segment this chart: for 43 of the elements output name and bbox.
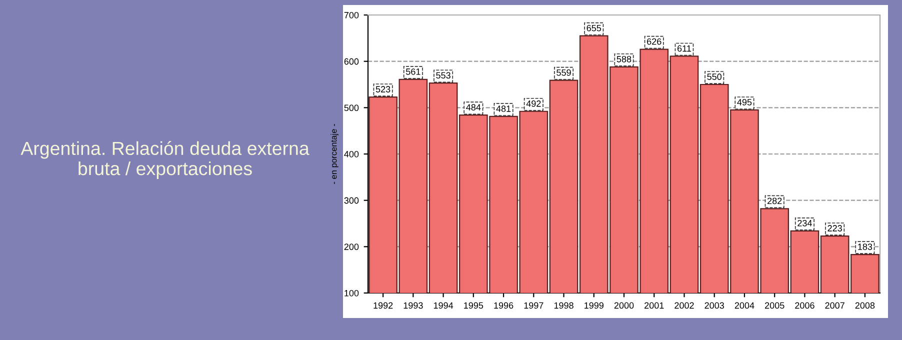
y-tick-label: 600 — [344, 58, 359, 65]
y-tick-label: 500 — [344, 104, 359, 112]
data-label: 561 — [406, 68, 420, 75]
data-label: 492 — [526, 100, 541, 107]
data-label: 234 — [798, 220, 812, 226]
y-tick-label: 700 — [344, 12, 359, 18]
y-tick-label: 400 — [344, 150, 359, 158]
x-tick-label: 1993 — [404, 302, 423, 309]
y-tick-label: 200 — [344, 244, 359, 250]
data-label: 550 — [707, 74, 722, 80]
x-tick-label: 1992 — [374, 302, 393, 309]
x-tick-label: 2002 — [674, 302, 694, 309]
x-tick-label: 2007 — [825, 302, 844, 309]
data-label: 481 — [496, 106, 511, 112]
data-label: 523 — [376, 86, 390, 92]
x-tick-label: 2006 — [795, 302, 814, 309]
x-tick-label: 2000 — [614, 302, 634, 309]
data-label: 553 — [436, 72, 450, 79]
y-tick-label: 100 — [344, 290, 359, 296]
data-label: 495 — [737, 99, 752, 106]
x-tick-label: 1999 — [584, 302, 604, 309]
data-label: 626 — [647, 38, 662, 45]
data-label: 588 — [616, 56, 632, 62]
data-label: 223 — [828, 225, 842, 232]
x-tick-label: 2001 — [644, 302, 664, 309]
x-tick-label: 2004 — [734, 302, 754, 309]
data-label: 282 — [768, 198, 782, 204]
x-tick-label: 1995 — [464, 302, 484, 309]
x-tick-label: 1994 — [434, 302, 454, 309]
x-tick-label: 2005 — [765, 302, 784, 309]
x-tick-label: 1997 — [524, 302, 544, 309]
data-label: 559 — [556, 69, 571, 76]
data-label: 655 — [586, 24, 602, 32]
x-tick-label: 2008 — [855, 302, 875, 309]
x-tick-label: 1998 — [554, 302, 574, 309]
y-axis-title: - en porcentaje - — [330, 124, 338, 184]
y-tick-label: 300 — [344, 197, 359, 204]
x-tick-label: 1996 — [494, 302, 514, 309]
data-label: 484 — [466, 104, 481, 111]
x-tick-label: 2003 — [704, 302, 724, 309]
data-label: 611 — [677, 45, 691, 52]
text: Argentina. Relación deuda externa bruta / exportaciones — [20, 141, 310, 179]
data-label: 183 — [858, 244, 872, 250]
